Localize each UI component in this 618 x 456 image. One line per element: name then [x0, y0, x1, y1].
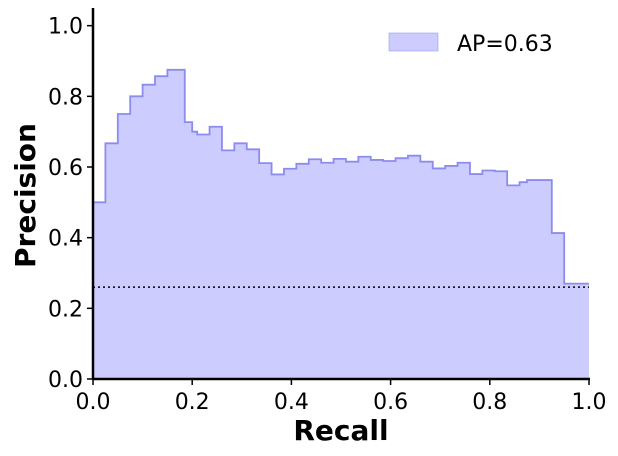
legend-label: AP=0.63 — [457, 32, 553, 57]
legend-swatch — [388, 32, 439, 52]
x-tick-label: 0.6 — [373, 390, 408, 415]
y-tick-label: 0.2 — [48, 297, 83, 322]
y-axis-title: Precision — [9, 123, 42, 268]
x-tick-label: 1.0 — [572, 390, 607, 415]
x-tick-label: 0.0 — [76, 390, 111, 415]
y-tick-label: 0.4 — [48, 227, 83, 252]
x-tick-label: 0.4 — [274, 390, 309, 415]
y-tick-label: 1.0 — [48, 15, 83, 40]
y-tick-label: 0.0 — [48, 368, 83, 393]
x-tick-label: 0.2 — [175, 390, 210, 415]
plot-area — [93, 68, 589, 379]
y-axis-ticks: 0.0 0.2 0.4 0.6 0.8 1.0 — [48, 15, 93, 393]
x-tick-label: 0.8 — [472, 390, 507, 415]
legend: AP=0.63 — [388, 32, 553, 57]
x-axis-title: Recall — [293, 414, 388, 447]
pr-step-line — [93, 68, 589, 285]
x-axis-ticks: 0.0 0.2 0.4 0.6 0.8 1.0 — [76, 379, 607, 415]
y-tick-label: 0.8 — [48, 85, 83, 110]
y-tick-label: 0.6 — [48, 156, 83, 181]
pr-area-fill — [93, 69, 589, 379]
